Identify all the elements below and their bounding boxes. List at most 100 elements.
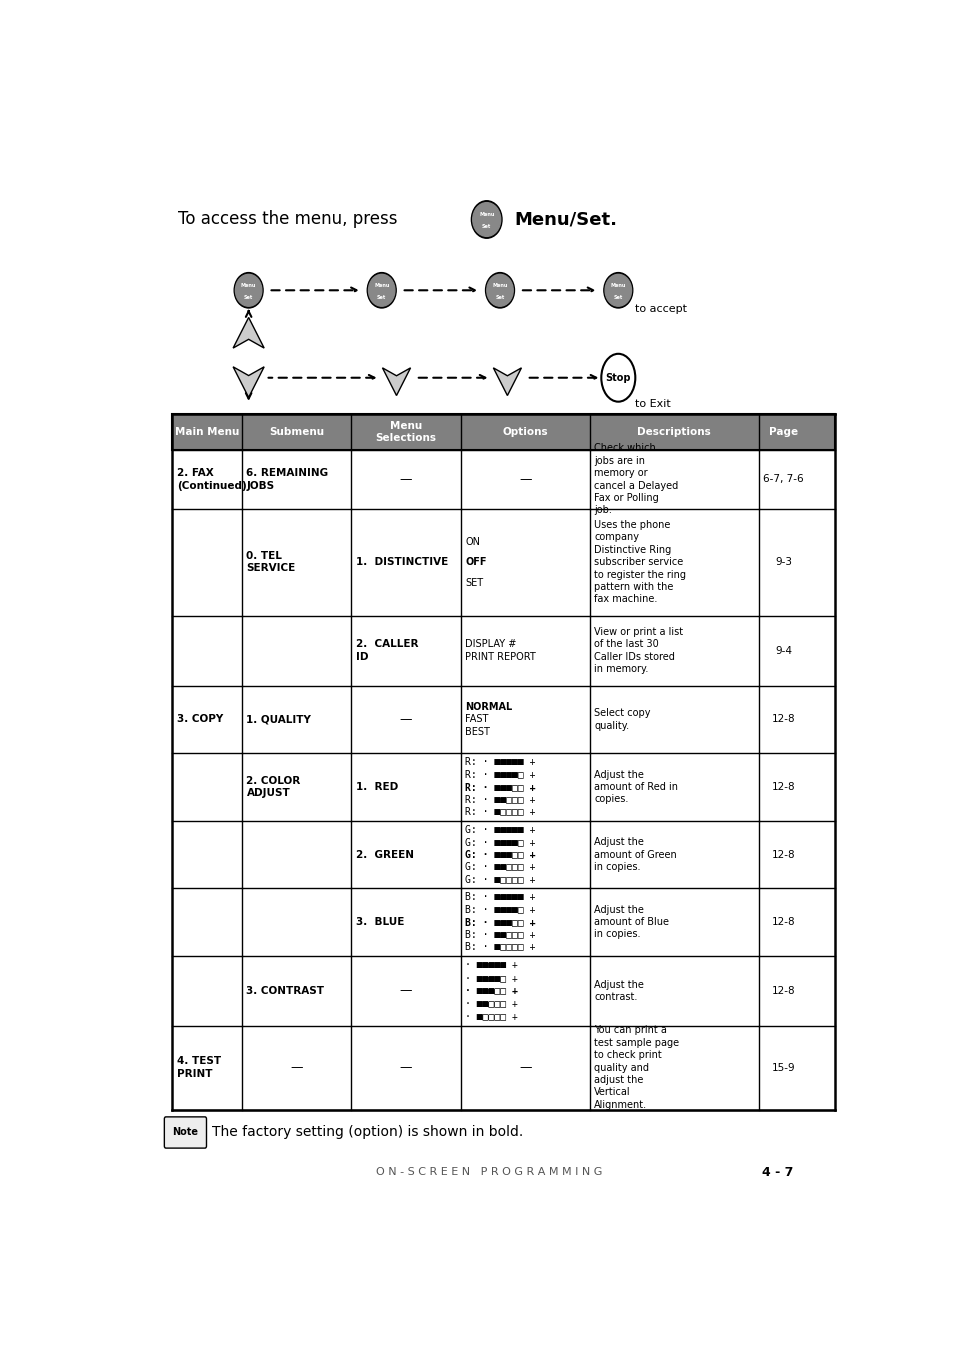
Text: 1.  RED: 1. RED — [355, 781, 397, 792]
Text: Set: Set — [244, 295, 253, 300]
Bar — [172, 956, 834, 1026]
Text: Menu: Menu — [478, 212, 494, 216]
Bar — [172, 821, 834, 888]
Text: 9-3: 9-3 — [774, 557, 791, 566]
Text: —: — — [399, 1061, 412, 1073]
Ellipse shape — [471, 200, 501, 238]
Text: to Exit: to Exit — [634, 399, 670, 408]
Text: Adjust the
contrast.: Adjust the contrast. — [594, 980, 643, 1002]
Text: The factory setting (option) is shown in bold.: The factory setting (option) is shown in… — [212, 1125, 522, 1140]
Text: 12-8: 12-8 — [771, 917, 795, 927]
Text: R: · ■■■■□ +: R: · ■■■■□ + — [465, 769, 535, 780]
Text: Descriptions: Descriptions — [637, 427, 710, 437]
Text: R: · ■■■□□ +: R: · ■■■□□ + — [465, 781, 535, 792]
Text: B: · ■■□□□ +: B: · ■■□□□ + — [465, 929, 535, 940]
Text: OFF: OFF — [465, 557, 486, 566]
Text: · ■■■■□ +: · ■■■■□ + — [465, 973, 517, 983]
Bar — [172, 414, 834, 450]
Text: R: · ■■□□□ +: R: · ■■□□□ + — [465, 794, 535, 804]
Text: Options: Options — [502, 427, 547, 437]
Ellipse shape — [235, 274, 261, 306]
Bar — [172, 615, 834, 685]
Text: B: · ■□□□□ +: B: · ■□□□□ + — [465, 941, 535, 952]
Text: 2. COLOR
ADJUST: 2. COLOR ADJUST — [246, 776, 300, 798]
Text: —: — — [518, 1061, 531, 1073]
Text: · ■■■■■ +: · ■■■■■ + — [465, 960, 517, 971]
Text: BEST: BEST — [465, 727, 490, 737]
Text: 4. TEST
PRINT: 4. TEST PRINT — [176, 1056, 221, 1079]
Text: Menu/Set.: Menu/Set. — [515, 211, 618, 228]
Text: G: · ■■■□□ +: G: · ■■■□□ + — [465, 849, 535, 860]
Text: DISPLAY #: DISPLAY # — [465, 639, 516, 649]
Text: —: — — [399, 473, 412, 485]
Text: Adjust the
amount of Green
in copies.: Adjust the amount of Green in copies. — [594, 837, 677, 872]
Bar — [172, 1026, 834, 1110]
Text: Set: Set — [376, 295, 386, 300]
Text: Main Menu: Main Menu — [175, 427, 239, 437]
Ellipse shape — [368, 274, 395, 306]
Polygon shape — [233, 366, 264, 397]
Text: 2. FAX
(Continued): 2. FAX (Continued) — [176, 468, 247, 491]
Text: Menu: Menu — [374, 283, 389, 288]
Text: FAST: FAST — [465, 714, 488, 725]
Bar — [172, 888, 834, 956]
Text: B: · ■■■■■ +: B: · ■■■■■ + — [465, 892, 535, 903]
Text: NORMAL: NORMAL — [465, 702, 512, 711]
Text: 6-7, 7-6: 6-7, 7-6 — [762, 475, 803, 484]
Text: Uses the phone
company
Distinctive Ring
subscriber service
to register the ring
: Uses the phone company Distinctive Ring … — [594, 521, 685, 604]
Text: Note: Note — [172, 1128, 198, 1137]
Ellipse shape — [233, 273, 263, 308]
Text: · ■■■□□ +: · ■■■□□ + — [465, 986, 517, 996]
Text: B: · ■■■□□ +: B: · ■■■□□ + — [465, 917, 535, 927]
Text: 4 - 7: 4 - 7 — [760, 1165, 792, 1179]
Text: Set: Set — [613, 295, 622, 300]
Text: Stop: Stop — [605, 373, 630, 383]
Ellipse shape — [473, 203, 500, 237]
Text: 3.  BLUE: 3. BLUE — [355, 917, 404, 927]
Text: Menu
Selections: Menu Selections — [375, 422, 436, 443]
FancyBboxPatch shape — [164, 1117, 206, 1148]
Text: 15-9: 15-9 — [771, 1063, 795, 1072]
Text: 1. QUALITY: 1. QUALITY — [246, 714, 311, 725]
Text: Submenu: Submenu — [269, 427, 324, 437]
Circle shape — [600, 354, 635, 402]
Text: · ■■□□□ +: · ■■□□□ + — [465, 999, 517, 1009]
Ellipse shape — [485, 273, 514, 308]
Text: G: · ■■■■■ +: G: · ■■■■■ + — [465, 825, 535, 836]
Text: 3. COPY: 3. COPY — [176, 714, 223, 725]
Polygon shape — [493, 368, 521, 396]
Text: SET: SET — [465, 577, 483, 588]
Text: G: · ■■■■□ +: G: · ■■■■□ + — [465, 837, 535, 848]
Text: to accept: to accept — [634, 304, 686, 314]
Text: You can print a
test sample page
to check print
quality and
adjust the
Vertical
: You can print a test sample page to chec… — [594, 1025, 679, 1110]
Text: 3. CONTRAST: 3. CONTRAST — [246, 986, 324, 996]
Ellipse shape — [604, 274, 631, 306]
Text: Set: Set — [495, 295, 504, 300]
Polygon shape — [233, 318, 264, 347]
Text: Page: Page — [768, 427, 798, 437]
Text: B: · ■■■■□ +: B: · ■■■■□ + — [465, 904, 535, 915]
Text: —: — — [290, 1061, 303, 1073]
Text: —: — — [399, 984, 412, 998]
Bar — [172, 450, 834, 508]
Text: Menu: Menu — [241, 283, 256, 288]
Text: 6. REMAINING
JOBS: 6. REMAINING JOBS — [246, 468, 328, 491]
Text: —: — — [518, 473, 531, 485]
Bar — [172, 685, 834, 753]
Text: · ■□□□□ +: · ■□□□□ + — [465, 1011, 517, 1021]
Text: Adjust the
amount of Blue
in copies.: Adjust the amount of Blue in copies. — [594, 904, 669, 940]
Text: 9-4: 9-4 — [774, 646, 791, 656]
Text: To access the menu, press: To access the menu, press — [178, 211, 397, 228]
Bar — [172, 753, 834, 821]
Text: 12-8: 12-8 — [771, 781, 795, 792]
Text: Check which
jobs are in
memory or
cancel a Delayed
Fax or Polling
job.: Check which jobs are in memory or cancel… — [594, 443, 678, 515]
Text: 12-8: 12-8 — [771, 714, 795, 725]
Text: O N - S C R E E N   P R O G R A M M I N G: O N - S C R E E N P R O G R A M M I N G — [375, 1167, 601, 1178]
Bar — [172, 508, 834, 615]
Ellipse shape — [367, 273, 395, 308]
Text: Select copy
quality.: Select copy quality. — [594, 708, 650, 730]
Text: —: — — [399, 713, 412, 726]
Text: PRINT REPORT: PRINT REPORT — [465, 652, 536, 662]
Text: 0. TEL
SERVICE: 0. TEL SERVICE — [246, 552, 295, 573]
Text: R: · ■■■■■ +: R: · ■■■■■ + — [465, 757, 535, 768]
